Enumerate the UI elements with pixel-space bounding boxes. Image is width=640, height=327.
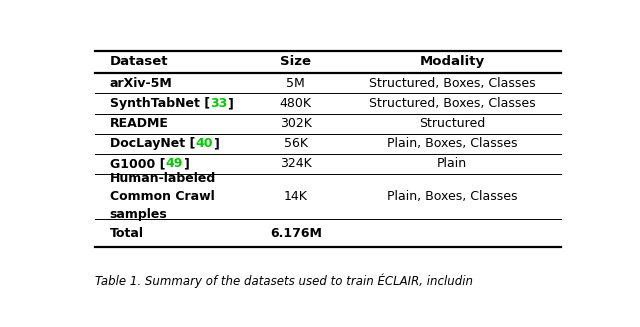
Text: arXiv-5M: arXiv-5M (110, 77, 173, 90)
Text: Dataset: Dataset (110, 55, 168, 68)
Text: Table 1. Summary of the datasets used to train ÉCLAIR, includin: Table 1. Summary of the datasets used to… (95, 274, 473, 288)
Text: 49: 49 (165, 157, 182, 170)
Text: Plain, Boxes, Classes: Plain, Boxes, Classes (387, 190, 517, 203)
Text: Structured, Boxes, Classes: Structured, Boxes, Classes (369, 97, 535, 110)
Text: 56K: 56K (284, 137, 308, 150)
Text: Structured: Structured (419, 117, 485, 130)
Text: Total: Total (110, 227, 144, 240)
Text: 324K: 324K (280, 157, 312, 170)
Text: Human-labeled
Common Crawl
samples: Human-labeled Common Crawl samples (110, 172, 216, 221)
Text: DocLayNet [: DocLayNet [ (110, 137, 195, 150)
Text: 5M: 5M (286, 77, 305, 90)
Text: 6.176M: 6.176M (270, 227, 322, 240)
Text: ]: ] (212, 137, 218, 150)
Text: 14K: 14K (284, 190, 308, 203)
Text: G1000 [: G1000 [ (110, 157, 165, 170)
Text: 40: 40 (195, 137, 212, 150)
Text: Modality: Modality (419, 55, 484, 68)
Text: Size: Size (280, 55, 311, 68)
Text: 33: 33 (210, 97, 227, 110)
Text: Plain: Plain (437, 157, 467, 170)
Text: SynthTabNet [: SynthTabNet [ (110, 97, 210, 110)
Text: README: README (110, 117, 168, 130)
Text: 302K: 302K (280, 117, 312, 130)
Text: Structured, Boxes, Classes: Structured, Boxes, Classes (369, 77, 535, 90)
Text: ]: ] (227, 97, 233, 110)
Text: ]: ] (182, 157, 189, 170)
Text: 480K: 480K (280, 97, 312, 110)
Text: Plain, Boxes, Classes: Plain, Boxes, Classes (387, 137, 517, 150)
